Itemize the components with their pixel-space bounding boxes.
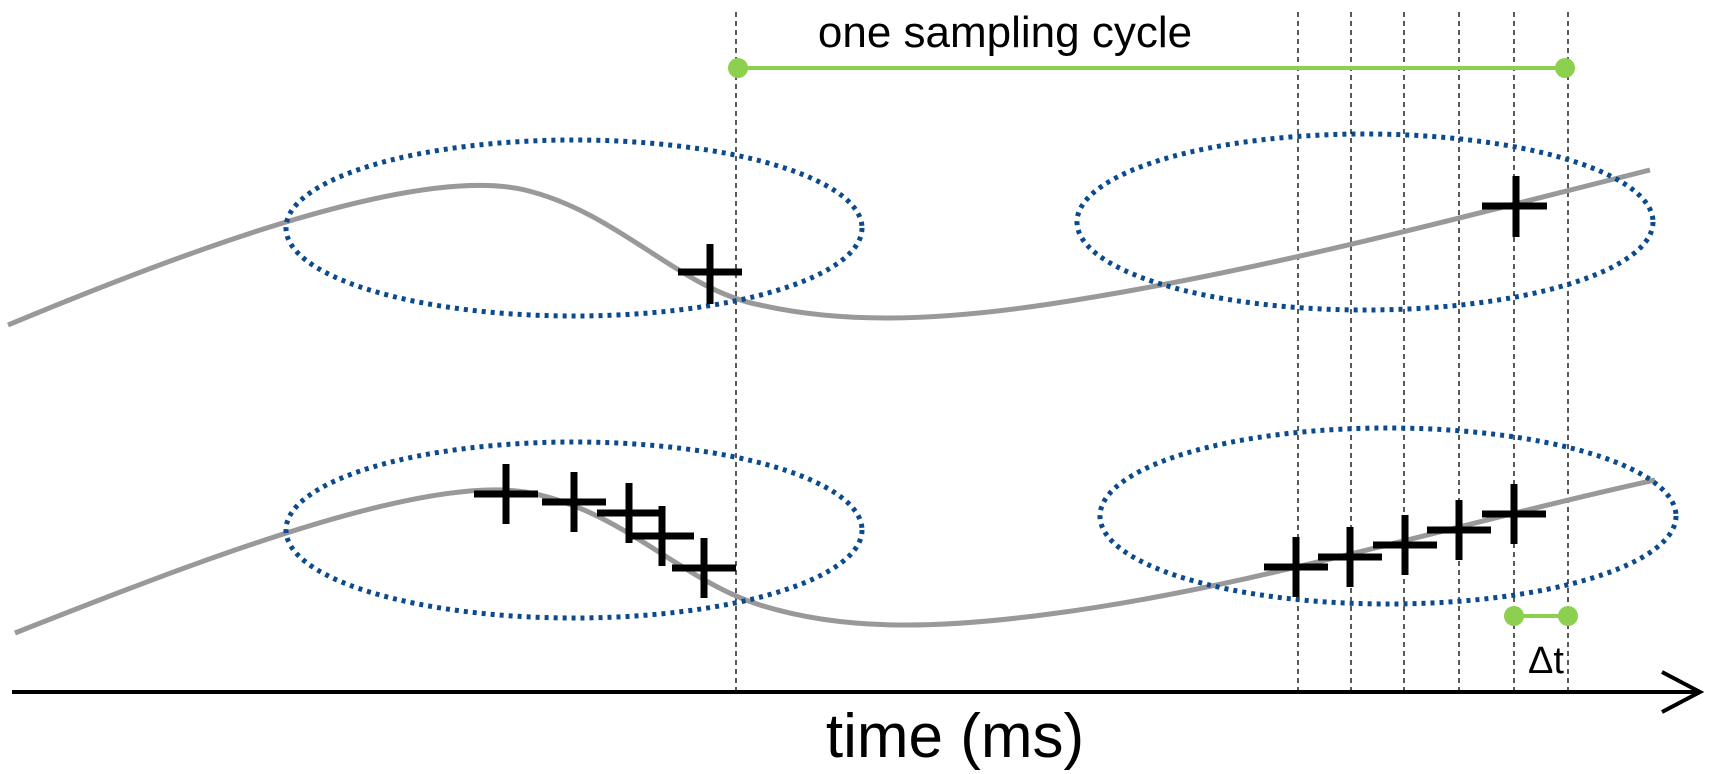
highlight-ellipse-bottom-right [1097,425,1679,607]
highlight-ellipse-top-left [283,137,865,319]
sample-marker [630,506,694,566]
sampling-cycle-start-dot [728,58,748,78]
delta-t-label: Δt [1528,640,1564,682]
sample-marker [1482,484,1546,544]
delta-t-span [1504,606,1578,626]
sample-marker [672,538,736,598]
sample-marker [542,472,606,532]
sample-markers [474,176,1547,598]
signal-curve-bottom [14,477,1656,636]
signal-curve-top [7,167,1651,328]
delta-t-end-dot [1558,606,1578,626]
sample-marker [1318,527,1382,587]
sample-marker [1373,515,1437,575]
arrow-right-icon [1661,670,1705,714]
delta-t-start-dot [1504,606,1524,626]
sample-marker [474,464,538,524]
x-axis-label: time (ms) [826,702,1084,771]
sample-marker [678,244,742,304]
sample-marker [597,483,661,543]
sampling-cycle-span [728,58,1575,78]
sample-marker [1427,500,1491,560]
sampling-cycle-label: one sampling cycle [818,8,1192,57]
highlight-ellipse-bottom-left [283,439,865,621]
sample-marker [1264,537,1328,597]
sample-marker [1482,176,1547,237]
sample-time-guides [735,12,1569,692]
sampling-cycle-end-dot [1555,58,1575,78]
highlight-ellipse-top-right [1074,131,1656,313]
